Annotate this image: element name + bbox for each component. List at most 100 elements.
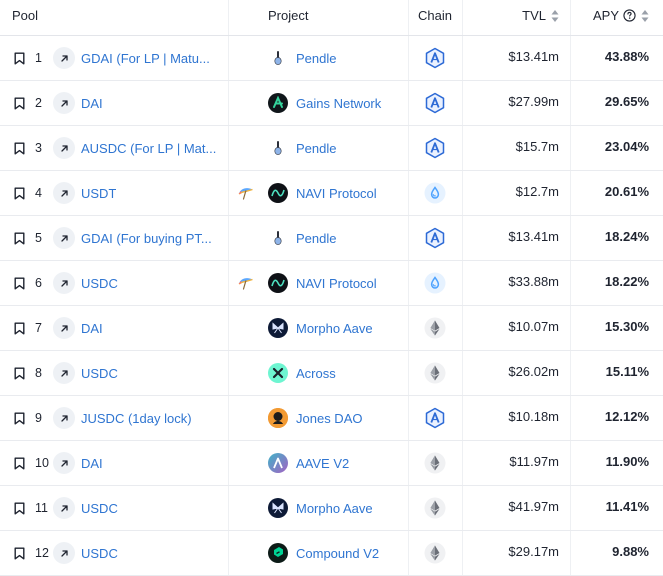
- table-row[interactable]: 7 DAI Morpho Aave $10.07m 15.30%: [0, 306, 663, 351]
- bookmark-icon[interactable]: [14, 277, 25, 290]
- column-divider: [408, 126, 409, 170]
- table-row[interactable]: 2 DAI Gains Network $27.99m 29.65%: [0, 81, 663, 126]
- column-divider: [408, 0, 409, 35]
- project-link[interactable]: Pendle: [296, 140, 337, 156]
- pool-rank: 12: [35, 546, 49, 560]
- pool-link[interactable]: GDAI (For buying PT...: [81, 230, 212, 246]
- pool-cell: 4 USDT: [0, 171, 228, 215]
- tvl-cell: $41.97m: [462, 486, 570, 530]
- external-link-icon[interactable]: [53, 452, 75, 474]
- column-divider: [570, 486, 571, 530]
- column-divider: [408, 486, 409, 530]
- apy-cell: 9.88%: [570, 531, 663, 575]
- table-row[interactable]: 5 GDAI (For buying PT... Pendle $13.41m …: [0, 216, 663, 261]
- apy-cell: 29.65%: [570, 81, 663, 125]
- column-divider: [570, 126, 571, 170]
- table-row[interactable]: 4 USDT NAVI Protocol $12.7m 20.61%: [0, 171, 663, 216]
- column-divider: [570, 351, 571, 395]
- chain-cell: [408, 441, 462, 485]
- tvl-cell: $12.7m: [462, 171, 570, 215]
- pool-link[interactable]: GDAI (For LP | Matu...: [81, 50, 210, 66]
- aave-logo: [268, 453, 288, 473]
- jones-dao-logo: [268, 408, 288, 428]
- bookmark-icon[interactable]: [14, 412, 25, 425]
- bookmark-icon[interactable]: [14, 367, 25, 380]
- table-row[interactable]: 3 AUSDC (For LP | Mat... Pendle $15.7m 2…: [0, 126, 663, 171]
- table-row[interactable]: 8 USDC Across $26.02m 15.11%: [0, 351, 663, 396]
- project-link[interactable]: NAVI Protocol: [296, 185, 377, 201]
- project-link[interactable]: Compound V2: [296, 545, 380, 561]
- table-row[interactable]: 12 USDC Compound V2 $29.17m 9.88%: [0, 531, 663, 576]
- bookmark-icon[interactable]: [14, 457, 25, 470]
- column-divider: [228, 396, 229, 440]
- bookmark-icon[interactable]: [14, 502, 25, 515]
- pool-link[interactable]: USDC: [81, 545, 118, 561]
- project-link[interactable]: NAVI Protocol: [296, 275, 377, 291]
- chain-cell: [408, 261, 462, 305]
- bookmark-icon[interactable]: [14, 187, 25, 200]
- tvl-cell: $13.41m: [462, 216, 570, 260]
- pool-rank: 8: [35, 366, 42, 380]
- bookmark-icon[interactable]: [14, 97, 25, 110]
- column-divider: [570, 216, 571, 260]
- bookmark-icon[interactable]: [14, 322, 25, 335]
- project-link[interactable]: Pendle: [296, 230, 337, 246]
- bookmark-icon[interactable]: [14, 232, 25, 245]
- project-link[interactable]: Morpho Aave: [296, 320, 373, 336]
- bookmark-icon[interactable]: [14, 142, 25, 155]
- external-link-icon[interactable]: [53, 317, 75, 339]
- pool-link[interactable]: DAI: [81, 95, 103, 111]
- table-row[interactable]: 11 USDC Morpho Aave $41.97m 11.41%: [0, 486, 663, 531]
- external-link-icon[interactable]: [53, 182, 75, 204]
- table-row[interactable]: 1 GDAI (For LP | Matu... Pendle $13.41m …: [0, 36, 663, 81]
- header-apy-sort[interactable]: APY: [570, 0, 663, 35]
- bookmark-icon[interactable]: [14, 547, 25, 560]
- project-link[interactable]: Morpho Aave: [296, 500, 373, 516]
- pool-rank: 11: [35, 501, 48, 515]
- pool-link[interactable]: DAI: [81, 320, 103, 336]
- external-link-icon[interactable]: [53, 227, 75, 249]
- tvl-cell: $26.02m: [462, 351, 570, 395]
- project-link[interactable]: Gains Network: [296, 95, 382, 111]
- info-icon[interactable]: [623, 9, 636, 22]
- column-divider: [228, 81, 229, 125]
- pool-link[interactable]: USDC: [81, 365, 118, 381]
- external-link-icon[interactable]: [53, 407, 75, 429]
- arbitrum-icon: [424, 47, 446, 69]
- external-link-icon[interactable]: [53, 47, 75, 69]
- column-divider: [228, 441, 229, 485]
- project-cell: Pendle: [228, 126, 408, 170]
- pool-link[interactable]: USDC: [81, 275, 118, 291]
- apy-cell: 43.88%: [570, 36, 663, 80]
- apy-value: 29.65%: [604, 93, 649, 109]
- column-divider: [408, 216, 409, 260]
- external-link-icon[interactable]: [53, 92, 75, 114]
- table-row[interactable]: 9 JUSDC (1day lock) Jones DAO $10.18m 12…: [0, 396, 663, 441]
- project-link[interactable]: Pendle: [296, 50, 337, 66]
- external-link-icon[interactable]: [53, 362, 75, 384]
- project-link[interactable]: Across: [296, 365, 336, 381]
- pool-link[interactable]: AUSDC (For LP | Mat...: [81, 140, 217, 156]
- apy-value: 23.04%: [604, 138, 649, 154]
- external-link-icon[interactable]: [53, 497, 75, 519]
- tvl-cell: $27.99m: [462, 81, 570, 125]
- project-link[interactable]: AAVE V2: [296, 455, 350, 471]
- column-divider: [408, 36, 409, 80]
- external-link-icon[interactable]: [53, 137, 75, 159]
- column-divider: [570, 441, 571, 485]
- pool-cell: 7 DAI: [0, 306, 228, 350]
- table-row[interactable]: 10 DAI AAVE V2 $11.97m 11.90%: [0, 441, 663, 486]
- column-divider: [408, 261, 409, 305]
- external-link-icon[interactable]: [53, 272, 75, 294]
- pool-link[interactable]: USDC: [81, 500, 118, 516]
- pool-link[interactable]: USDT: [81, 185, 117, 201]
- project-cell: Compound V2: [228, 531, 408, 575]
- external-link-icon[interactable]: [53, 542, 75, 564]
- table-row[interactable]: 6 USDC NAVI Protocol $33.88m 18.22%: [0, 261, 663, 306]
- pool-link[interactable]: JUSDC (1day lock): [81, 410, 192, 426]
- tvl-value: $10.07m: [508, 318, 559, 334]
- pool-link[interactable]: DAI: [81, 455, 103, 471]
- header-tvl-sort[interactable]: TVL: [462, 0, 570, 35]
- bookmark-icon[interactable]: [14, 52, 25, 65]
- project-link[interactable]: Jones DAO: [296, 410, 363, 426]
